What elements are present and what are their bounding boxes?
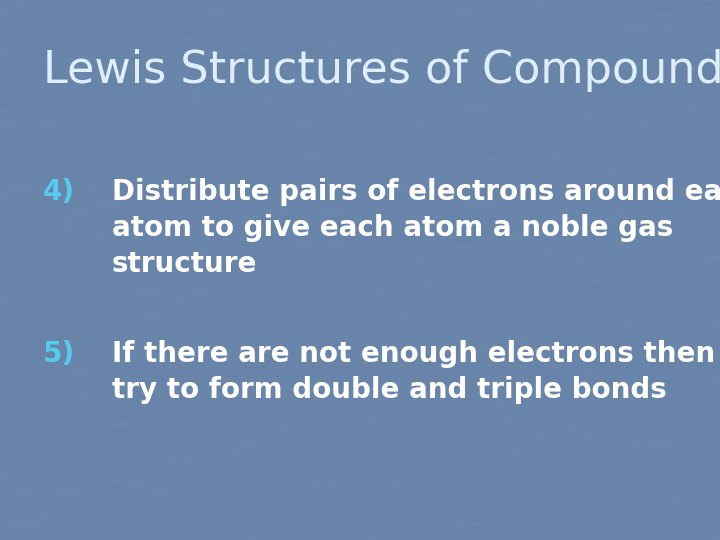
- Text: If there are not enough electrons then
try to form double and triple bonds: If there are not enough electrons then t…: [112, 340, 715, 404]
- Text: 4): 4): [43, 178, 76, 206]
- Text: 5): 5): [43, 340, 76, 368]
- Text: Distribute pairs of electrons around each
atom to give each atom a noble gas
str: Distribute pairs of electrons around eac…: [112, 178, 720, 278]
- Text: Lewis Structures of Compounds: Lewis Structures of Compounds: [43, 49, 720, 92]
